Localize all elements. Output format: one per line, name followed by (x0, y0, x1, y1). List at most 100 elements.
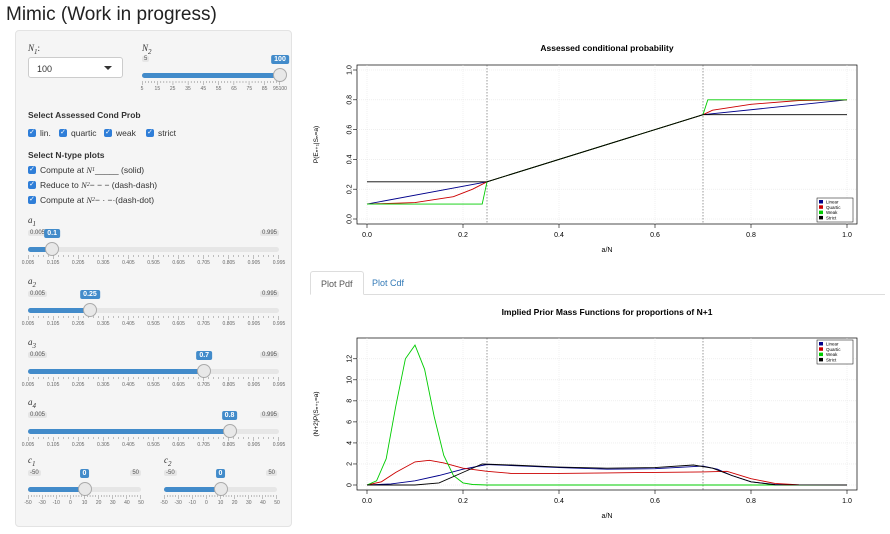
slider-tick-label: 0.905 (247, 442, 261, 448)
slider-max-label: 0.995 (259, 352, 279, 358)
slider-tick-label: 0.995 (272, 260, 286, 266)
slider-tick-label: 0.105 (46, 260, 60, 266)
chart-title: Implied Prior Mass Functions for proport… (502, 307, 713, 317)
x-tick-label: 0.2 (458, 498, 468, 505)
checkbox-check-icon (28, 181, 36, 189)
legend-swatch (819, 215, 823, 220)
checkbox-compute-n2[interactable]: Compute at N2 − · −·(dash-dot) (28, 195, 154, 205)
slider-handle[interactable] (45, 242, 60, 256)
checkbox-label: lin. (40, 128, 51, 138)
slider-label-var: c (28, 455, 32, 465)
checkbox-reduce-n2[interactable]: Reduce to N2 − − − (dash-dash) (28, 180, 157, 190)
slider-tick-label: 0.905 (247, 382, 261, 388)
checkbox-weak[interactable]: weak (104, 128, 136, 138)
slider-tick-label: 0.005 (21, 382, 35, 388)
slider-tick-label: 0.505 (147, 442, 160, 448)
tab-plot-cdf[interactable]: Plot Cdf (372, 278, 405, 288)
slider-label-sub: 1 (32, 219, 37, 228)
slider-tick-label: 0.905 (247, 260, 261, 266)
slider-c1-label: c1 (28, 455, 36, 468)
slider-tick-label: 50 (274, 500, 280, 506)
slider-tick-label: 0.995 (272, 382, 286, 388)
slider-handle[interactable] (222, 424, 237, 438)
legend-swatch (819, 347, 823, 351)
legend-swatch (819, 342, 823, 346)
slider-tick-label: 25 (169, 86, 176, 92)
slider-handle[interactable] (77, 482, 92, 496)
slider-tick-label: -10 (52, 500, 60, 506)
x-tick-label: 0.0 (362, 498, 372, 505)
slider-handle[interactable] (82, 303, 97, 317)
legend-swatch (819, 200, 823, 204)
chevron-down-icon (104, 66, 112, 70)
slider-tick-label: 75 (246, 86, 253, 92)
slider-handle[interactable] (213, 482, 228, 496)
slider-value-label: 0.7 (196, 351, 213, 360)
slider-fill (28, 308, 90, 313)
prior-mass-chart: Implied Prior Mass Functions for proport… (313, 307, 858, 520)
n1-select[interactable]: 100 (28, 57, 123, 78)
slider-min-label: -50 (28, 470, 41, 476)
slider-tick-label: 30 (245, 500, 252, 506)
slider-a3[interactable]: 0.005 0.995 0.7 0.005 0.105 0.205 0.305 0.405 0.… (22, 349, 285, 388)
x-tick-label: 1.0 (842, 498, 852, 505)
y-tick-label: 8 (347, 399, 354, 403)
slider-tick-label: -10 (188, 500, 196, 506)
y-tick-label: 0 (347, 483, 354, 487)
chart-title: Assessed conditional probability (540, 43, 673, 53)
slider-tick-label: 0.705 (197, 442, 210, 448)
checkbox-linear[interactable]: lin. (28, 128, 51, 138)
slider-tick-label: 0.605 (172, 260, 185, 266)
slider-handle[interactable] (197, 364, 212, 378)
n2-label-var: N (142, 43, 149, 53)
y-tick-label: 6 (347, 420, 354, 424)
slider-c2[interactable]: -50 50 0 -50 -30 -10 0 10 20 30 40 50 (160, 467, 280, 506)
slider-tick-label: 0.505 (147, 382, 160, 388)
slider-tick-label: 0.005 (21, 321, 35, 327)
y-tick-label: 12 (347, 355, 354, 363)
slider-tick-label: 0.105 (46, 382, 60, 388)
checkbox-check-icon (59, 129, 67, 137)
checkbox-compute-n1[interactable]: Compute at N1 _____ (solid) (28, 165, 144, 175)
slider-tick-label: 0.905 (247, 321, 261, 327)
slider-label-sub: 2 (32, 280, 37, 289)
slider-tick-label: 0.405 (122, 260, 135, 266)
legend-label: Linear (826, 342, 839, 347)
slider-a4[interactable]: 0.005 0.995 0.8 0.005 0.105 0.205 0.305 0.405 0.… (22, 409, 285, 448)
slider-tick-label: 45 (200, 86, 207, 92)
slider-a2-label: a2 (28, 276, 36, 289)
y-axis-label: P(Eₙ₊₁|Sₙ=a) (313, 126, 320, 163)
n2-slider[interactable]: 5 100 5 15 25 35 45 55 65 75 85 95100 (141, 53, 289, 92)
slider-tick-label: 0.205 (71, 260, 85, 266)
slider-min-label: 0.005 (28, 230, 48, 236)
tab-plot-pdf[interactable]: Plot Pdf (310, 271, 364, 295)
slider-a1[interactable]: 0.005 0.995 0.1 0.005 0.105 0.205 0.305 0.405 0.… (22, 227, 285, 266)
slider-tick-label: 0.405 (122, 442, 135, 448)
slider-a2[interactable]: 0.005 0.995 0.25 0.005 0.105 0.205 0.305 0.405 0… (22, 288, 285, 327)
slider-label-var: a (28, 337, 33, 347)
slider-tick-label: 0 (68, 500, 72, 506)
legend-label: Linear (826, 200, 839, 205)
slider-tick-label: -30 (38, 500, 46, 506)
slider-tick-label: 40 (260, 500, 266, 506)
slider-a1-label: a1 (28, 215, 36, 228)
slider-min-label: 0.005 (28, 291, 48, 297)
legend-label: Quartic (826, 205, 841, 210)
checkbox-quartic[interactable]: quartic (59, 128, 97, 138)
slider-tick-label: 0.805 (222, 321, 236, 327)
slider-tick-label: -50 (24, 500, 32, 506)
checkbox-strict[interactable]: strict (146, 128, 176, 138)
slider-tick-label: 65 (231, 86, 237, 92)
ntype-prefix: Compute at (40, 195, 84, 205)
slider-tick-label: 0.005 (21, 442, 35, 448)
slider-tick-label: 0.805 (222, 260, 236, 266)
slider-tick-label: 0.705 (197, 382, 210, 388)
slider-handle[interactable] (273, 68, 287, 82)
slider-tick-label: 0.105 (46, 442, 60, 448)
x-tick-label: 1.0 (842, 232, 852, 239)
slider-c1[interactable]: -50 50 0 -50 -30 -10 0 10 20 30 40 50 (24, 467, 144, 506)
slider-tick-label: 0.205 (71, 321, 85, 327)
legend-swatch (819, 357, 823, 362)
n2-label: N2 (142, 43, 152, 56)
slider-tick-label: 0.505 (147, 260, 160, 266)
